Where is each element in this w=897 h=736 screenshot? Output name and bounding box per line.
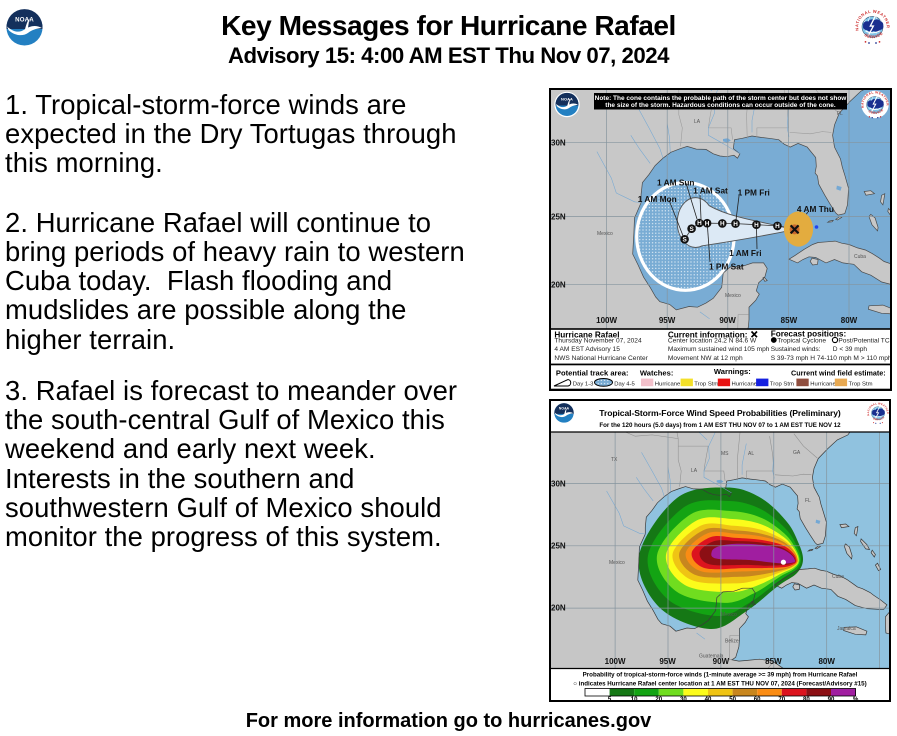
svg-text:20N: 20N (551, 281, 566, 290)
svg-text:SERVICE: SERVICE (868, 107, 885, 114)
svg-text:Hurricane: Hurricane (810, 381, 836, 387)
svg-text:30: 30 (680, 696, 687, 702)
svg-text:95W: 95W (659, 657, 676, 666)
svg-text:Mexico: Mexico (725, 293, 741, 299)
svg-text:Watches:: Watches: (640, 369, 673, 378)
svg-text:90W: 90W (713, 657, 730, 666)
svg-text:30N: 30N (551, 139, 566, 148)
svg-text:80W: 80W (818, 657, 835, 666)
svg-text:1 AM Sun: 1 AM Sun (657, 178, 695, 188)
svg-text:80: 80 (803, 696, 810, 702)
svg-text:5: 5 (608, 696, 612, 702)
svg-text:Warnings:: Warnings: (714, 367, 751, 376)
svg-text:FL: FL (805, 498, 811, 504)
svg-text:S 39-73 mph H 74-110 mph M >: S 39-73 mph H 74-110 mph M > 110 mph (771, 355, 892, 362)
svg-text:Thursday November 07, 2024: Thursday November 07, 2024 (554, 337, 642, 344)
svg-text:Day 1-3: Day 1-3 (573, 381, 594, 387)
svg-text:30N: 30N (551, 479, 566, 488)
svg-text:Jamaica: Jamaica (837, 626, 856, 632)
svg-text:Hurricane Rafael: Hurricane Rafael (554, 330, 619, 339)
svg-text:Center location 24.2 N 84.6 W: Center location 24.2 N 84.6 W (668, 337, 757, 344)
svg-text:NOAA: NOAA (559, 407, 570, 411)
svg-text:the size of the storm. Hazardo: the size of the storm. Hazardous conditi… (605, 102, 836, 109)
svg-text:○ indicates Hurricane Rafael c: ○ indicates Hurricane Rafael center loca… (573, 681, 866, 688)
svg-text:100W: 100W (596, 316, 617, 325)
svg-text:90: 90 (828, 696, 835, 702)
svg-text:95W: 95W (659, 316, 676, 325)
svg-text:AL: AL (748, 451, 754, 457)
svg-text:Current wind field estimate:: Current wind field estimate: (791, 369, 886, 378)
svg-text:1 PM Fri: 1 PM Fri (738, 188, 770, 198)
svg-text:25N: 25N (551, 212, 566, 221)
svg-text:NOAA: NOAA (15, 16, 34, 23)
svg-text:10: 10 (631, 696, 638, 702)
svg-text:%: % (853, 696, 859, 702)
svg-text:Belize: Belize (725, 639, 739, 645)
svg-text:1 AM Sat: 1 AM Sat (693, 185, 728, 195)
svg-text:S: S (689, 226, 694, 233)
svg-text:85W: 85W (781, 316, 798, 325)
svg-text:Movement NW at 12 mph: Movement NW at 12 mph (668, 355, 743, 362)
svg-text:40: 40 (705, 696, 712, 702)
svg-text:Sustained winds:: Sustained winds: (771, 346, 821, 353)
svg-text:Tropical-Storm-Force Wind Spee: Tropical-Storm-Force Wind Speed Probabil… (599, 408, 841, 418)
svg-text:Trop Stm: Trop Stm (694, 381, 718, 387)
svg-text:50: 50 (729, 696, 736, 702)
svg-text:Forecast positions:: Forecast positions: (771, 330, 847, 339)
svg-text:Trop Stm: Trop Stm (849, 381, 873, 387)
svg-text:4 AM Thu: 4 AM Thu (797, 204, 834, 214)
svg-text:FL: FL (837, 111, 843, 117)
svg-text:Maximum sustained wind 105 mph: Maximum sustained wind 105 mph (668, 346, 770, 353)
svg-text:Probability of tropical-storm-: Probability of tropical-storm-force wind… (583, 672, 858, 679)
svg-text:NWS National Hurricane Center: NWS National Hurricane Center (554, 355, 648, 362)
svg-text:TX: TX (611, 457, 618, 463)
svg-text:H: H (705, 220, 710, 227)
svg-text:Mexico: Mexico (721, 612, 737, 618)
svg-text:SERVICE: SERVICE (872, 416, 885, 422)
svg-text:Day 4-5: Day 4-5 (614, 381, 635, 387)
svg-text:H: H (720, 221, 725, 228)
svg-text:Trop Stm: Trop Stm (770, 381, 794, 387)
svg-text:Cuba: Cuba (832, 574, 844, 580)
svg-text:D < 39 mph: D < 39 mph (833, 346, 868, 353)
svg-text:GA: GA (793, 450, 801, 456)
svg-text:LA: LA (691, 468, 698, 474)
svg-text:20N: 20N (551, 604, 566, 613)
svg-text:20: 20 (655, 696, 662, 702)
svg-text:70: 70 (778, 696, 785, 702)
svg-text:1 PM Sat: 1 PM Sat (709, 262, 744, 272)
svg-text:85W: 85W (765, 657, 782, 666)
svg-text:Note: The cone contains the pr: Note: The cone contains the probable pat… (595, 95, 848, 102)
svg-text:Hurricane: Hurricane (732, 381, 758, 387)
svg-text:Potential track area:: Potential track area: (556, 369, 629, 378)
svg-text:H: H (733, 221, 738, 228)
svg-text:60: 60 (754, 696, 761, 702)
svg-text:SERVICE: SERVICE (864, 30, 884, 39)
svg-text:100W: 100W (605, 657, 626, 666)
svg-text:4 AM EST Advisory 15: 4 AM EST Advisory 15 (554, 346, 620, 353)
svg-text:25N: 25N (551, 542, 566, 551)
svg-text:Mexico: Mexico (597, 231, 613, 237)
svg-text:H: H (697, 220, 702, 227)
svg-text:Post/Potential TC: Post/Potential TC (838, 338, 889, 345)
svg-text:LA: LA (694, 119, 701, 125)
svg-text:Hurricane: Hurricane (655, 381, 681, 387)
svg-text:NOAA: NOAA (561, 97, 573, 102)
svg-text:80W: 80W (841, 316, 858, 325)
svg-text:H: H (775, 223, 780, 230)
svg-text:Mexico: Mexico (609, 560, 625, 566)
svg-text:Cuba: Cuba (854, 254, 866, 260)
svg-text:90W: 90W (719, 316, 736, 325)
svg-text:1 AM Mon: 1 AM Mon (638, 194, 677, 204)
svg-text:1 AM Fri: 1 AM Fri (729, 248, 761, 258)
svg-text:H: H (754, 222, 759, 229)
svg-text:For the 120 hours (5.0 days) f: For the 120 hours (5.0 days) from 1 AM E… (599, 422, 841, 429)
svg-text:S: S (682, 237, 687, 244)
svg-text:Current information:: Current information: (668, 330, 748, 339)
svg-text:MS: MS (721, 451, 729, 457)
svg-text:Tropical Cyclone: Tropical Cyclone (777, 338, 826, 345)
svg-text:Guatemala: Guatemala (699, 653, 724, 659)
